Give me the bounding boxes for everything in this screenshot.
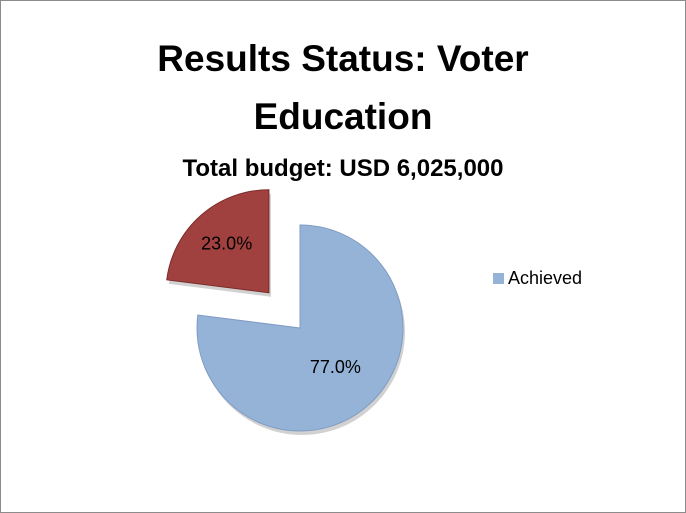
chart-title: Results Status: Voter Education [157,38,529,137]
data-label: 77.0% [310,357,361,377]
chart-subtitle: Total budget: USD 6,025,000 [182,155,504,182]
legend-label: Achieved [508,268,582,288]
legend-swatch [493,273,504,284]
pie-slice [196,224,404,432]
data-label: 23.0% [201,234,252,254]
pie-slice [166,189,270,294]
